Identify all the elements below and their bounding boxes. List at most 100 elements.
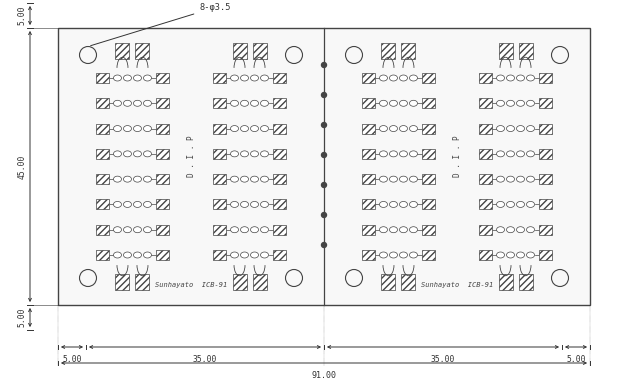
Ellipse shape [240, 252, 248, 258]
Bar [479, 98, 492, 108]
Ellipse shape [230, 151, 238, 157]
Bar [156, 250, 169, 260]
Bar [362, 199, 375, 210]
Ellipse shape [123, 201, 131, 208]
Ellipse shape [133, 176, 142, 182]
Ellipse shape [399, 75, 408, 81]
Ellipse shape [389, 227, 398, 233]
Bar [116, 43, 130, 59]
Ellipse shape [516, 151, 525, 157]
Ellipse shape [379, 252, 387, 258]
Ellipse shape [123, 100, 131, 106]
Bar [213, 73, 226, 83]
Bar [479, 174, 492, 184]
Circle shape [79, 269, 96, 287]
Bar [422, 149, 435, 159]
Ellipse shape [240, 75, 248, 81]
Ellipse shape [409, 176, 418, 182]
Bar [479, 225, 492, 235]
Ellipse shape [250, 151, 259, 157]
Ellipse shape [496, 126, 504, 131]
Ellipse shape [143, 126, 152, 131]
Ellipse shape [496, 151, 504, 157]
Ellipse shape [113, 126, 121, 131]
Bar [499, 43, 513, 59]
Ellipse shape [230, 126, 238, 131]
Bar [539, 250, 552, 260]
Ellipse shape [133, 100, 142, 106]
Ellipse shape [506, 100, 515, 106]
Ellipse shape [250, 100, 259, 106]
Text: 91.00: 91.00 [311, 371, 337, 380]
Bar [422, 250, 435, 260]
Ellipse shape [506, 176, 515, 182]
Circle shape [286, 269, 303, 287]
Bar [96, 98, 109, 108]
Ellipse shape [123, 176, 131, 182]
Ellipse shape [123, 227, 131, 233]
Bar [273, 124, 286, 134]
Bar [479, 124, 492, 134]
Bar [362, 149, 375, 159]
Bar [273, 250, 286, 260]
Ellipse shape [133, 126, 142, 131]
Ellipse shape [379, 151, 387, 157]
Ellipse shape [389, 151, 398, 157]
Bar [213, 250, 226, 260]
Ellipse shape [113, 227, 121, 233]
Bar [58, 28, 590, 305]
Ellipse shape [143, 201, 152, 208]
Text: Sunhayato  ICB-91: Sunhayato ICB-91 [421, 282, 493, 288]
Bar [422, 73, 435, 83]
Bar [213, 199, 226, 210]
Circle shape [552, 47, 569, 63]
Ellipse shape [496, 201, 504, 208]
Bar [362, 225, 375, 235]
Ellipse shape [113, 252, 121, 258]
Bar [213, 225, 226, 235]
Ellipse shape [240, 100, 248, 106]
Text: 5.00: 5.00 [62, 355, 82, 364]
Ellipse shape [379, 75, 387, 81]
Ellipse shape [260, 100, 269, 106]
Ellipse shape [506, 75, 515, 81]
Bar [539, 225, 552, 235]
Ellipse shape [409, 75, 418, 81]
Ellipse shape [133, 201, 142, 208]
Ellipse shape [526, 126, 535, 131]
Bar [233, 274, 247, 290]
Ellipse shape [260, 75, 269, 81]
Ellipse shape [516, 100, 525, 106]
Bar [135, 274, 150, 290]
Ellipse shape [250, 227, 259, 233]
Bar [213, 149, 226, 159]
Ellipse shape [506, 227, 515, 233]
Bar [422, 124, 435, 134]
Text: 35.00: 35.00 [431, 355, 455, 364]
Bar [273, 199, 286, 210]
Bar [233, 43, 247, 59]
Bar [499, 274, 513, 290]
Ellipse shape [133, 227, 142, 233]
Circle shape [286, 47, 303, 63]
Ellipse shape [123, 151, 131, 157]
Bar [135, 43, 150, 59]
Bar [479, 199, 492, 210]
Bar [273, 225, 286, 235]
Ellipse shape [113, 151, 121, 157]
Circle shape [321, 242, 326, 248]
Bar [96, 174, 109, 184]
Bar [422, 225, 435, 235]
Ellipse shape [409, 227, 418, 233]
Ellipse shape [399, 100, 408, 106]
Bar [156, 124, 169, 134]
Bar [381, 43, 396, 59]
Ellipse shape [123, 75, 131, 81]
Bar [273, 149, 286, 159]
Ellipse shape [409, 100, 418, 106]
Ellipse shape [123, 126, 131, 131]
Ellipse shape [506, 151, 515, 157]
Ellipse shape [526, 75, 535, 81]
Ellipse shape [230, 227, 238, 233]
Ellipse shape [260, 252, 269, 258]
